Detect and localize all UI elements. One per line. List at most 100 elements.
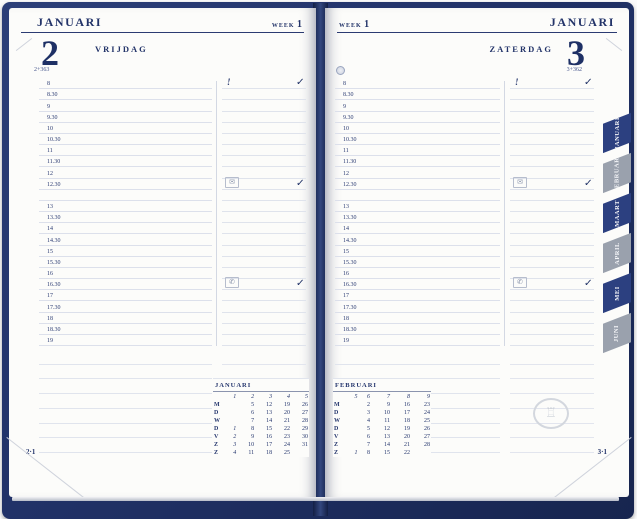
calendar-date <box>346 401 359 409</box>
notes-line <box>510 379 594 395</box>
writing-line: 9.30 <box>39 112 212 123</box>
notes-line <box>510 365 594 380</box>
time-label: 11.30 <box>343 159 357 166</box>
icon-column-line <box>510 145 594 157</box>
writing-line: 12 <box>335 167 500 179</box>
writing-line: 11 <box>39 145 212 157</box>
time-label: 8.30 <box>343 92 354 99</box>
calendar-date: 16 <box>404 402 410 408</box>
time-row: 8.30 <box>335 89 594 101</box>
mail-icon: ✉ <box>513 176 527 188</box>
calendar-day-row: D 5 12 19 26 <box>333 425 431 433</box>
time-row: 16.30 ✆ ✓ <box>335 277 594 291</box>
day-of-year-counter: 3+362 <box>566 67 582 73</box>
calendar-corner <box>333 393 346 401</box>
time-label: 9.30 <box>47 114 58 121</box>
writing-line: 9.30 <box>335 112 500 123</box>
time-label: 12 <box>47 170 53 177</box>
calendar-date: 8 <box>367 450 370 456</box>
time-row: 8! ✓ <box>335 77 594 90</box>
notes-line <box>39 438 212 454</box>
icon-column-line <box>222 324 306 335</box>
time-label: 14 <box>343 226 349 233</box>
calendar-date <box>226 417 237 425</box>
time-row: 10.30 <box>39 134 306 146</box>
time-label: 16.30 <box>343 282 357 289</box>
calendar-day-row: Z 7 14 21 28 <box>333 441 431 449</box>
mini-calendar: FEBRUARI 5 6 7 8 9 M 2 9 16 23 D 3 10 17 24 W 4 11 18 25 D 5 1… <box>333 378 431 457</box>
time-label: 11 <box>47 148 53 155</box>
calendar-date: 21 <box>404 442 410 448</box>
icon-column-line <box>222 156 306 168</box>
calendar-date: 9 <box>251 434 255 440</box>
day-of-year-counter: 2+363 <box>34 67 50 73</box>
phone-icon: ✆ <box>513 277 527 289</box>
time-row: 14 <box>39 223 306 235</box>
writing-line: 11.30 <box>39 156 212 168</box>
time-label: 15 <box>47 248 53 255</box>
notes-line <box>335 350 500 365</box>
calendar-day-row: D 3 10 17 24 <box>333 409 431 417</box>
calendar-day-row: W 4 11 18 25 <box>333 417 431 425</box>
time-row: 14.30 <box>39 234 306 246</box>
mini-calendar-title: FEBRUARI <box>333 379 431 392</box>
time-label: 11 <box>343 148 349 155</box>
icon-column-line <box>510 268 594 280</box>
icon-column-line <box>222 313 306 324</box>
icon-column-line <box>510 212 594 224</box>
calendar-date: 17 <box>404 410 410 416</box>
calendar-date: 2 <box>233 434 237 440</box>
writing-line: 8.30 <box>335 89 500 101</box>
time-label: 14 <box>47 226 53 233</box>
writing-line: 16 <box>39 268 212 280</box>
time-row: 15.30 <box>39 257 306 268</box>
right-page: WEEK 1 JANUARI 3 ZATERDAG 3+362 8! ✓ 8.30 9… <box>325 8 632 501</box>
time-label: 8.30 <box>47 92 58 99</box>
time-row: 11.30 <box>39 156 306 168</box>
calendar-day-row: M 5 12 19 26 <box>213 401 309 409</box>
icon-column-line: ✆ ✓ <box>222 277 306 291</box>
icon-column-line <box>510 123 594 134</box>
writing-line: 14.30 <box>335 234 500 246</box>
calendar-date: 12 <box>384 426 390 432</box>
time-row: 14.30 <box>335 234 594 246</box>
calendar-day-letter: Z <box>334 442 339 448</box>
icon-column-line <box>510 324 594 335</box>
time-label: 9 <box>47 103 50 110</box>
mini-calendar-table: 1 2 3 4 5 M 5 12 19 26 D 6 13 20 27 W 7 14 21 28 D 1 8 15 22 29 V 2… <box>213 393 309 457</box>
calendar-week-number: 2 <box>251 394 255 400</box>
calendar-date: 14 <box>266 418 273 424</box>
notes-line <box>39 379 212 395</box>
calendar-date: 19 <box>404 426 410 432</box>
time-row <box>39 190 306 201</box>
time-row: 15 <box>335 246 594 257</box>
time-row: 13 <box>335 201 594 213</box>
calendar-week-number: 9 <box>427 394 430 400</box>
left-page-header: JANUARI WEEK 1 <box>21 14 304 33</box>
day-name: VRIJDAG <box>95 44 148 54</box>
time-row: 17.30 <box>335 301 594 313</box>
writing-line: 15.30 <box>335 257 500 268</box>
calendar-date: 26 <box>424 426 430 432</box>
time-row: 10.30 <box>335 134 594 146</box>
week-label: WEEK 1 <box>272 19 302 30</box>
time-label: 17 <box>343 293 349 300</box>
calendar-day-row: Z 4 11 18 25 <box>213 449 309 457</box>
time-row: 11 <box>39 145 306 157</box>
writing-line: 14 <box>39 223 212 235</box>
writing-line: 15 <box>335 246 500 257</box>
calendar-date: 20 <box>284 410 291 416</box>
writing-line: 12.30 <box>39 179 212 190</box>
calendar-date <box>346 433 359 441</box>
notes-line <box>510 438 594 454</box>
phone-icon: ✆ <box>225 277 239 289</box>
calendar-date: 20 <box>404 434 410 440</box>
time-row: 16 <box>335 268 594 280</box>
time-label: 12 <box>343 170 349 177</box>
icon-column-line <box>510 301 594 313</box>
calendar-date: 11 <box>384 418 390 424</box>
time-label: 14.30 <box>343 237 357 244</box>
time-grid: 8! ✓ 8.30 9 9.30 10 10.30 11 11.30 12 12.30 ✉ ✓ 13 13.… <box>39 77 306 347</box>
time-label: 10.30 <box>47 137 61 144</box>
time-label: 15 <box>343 248 349 255</box>
